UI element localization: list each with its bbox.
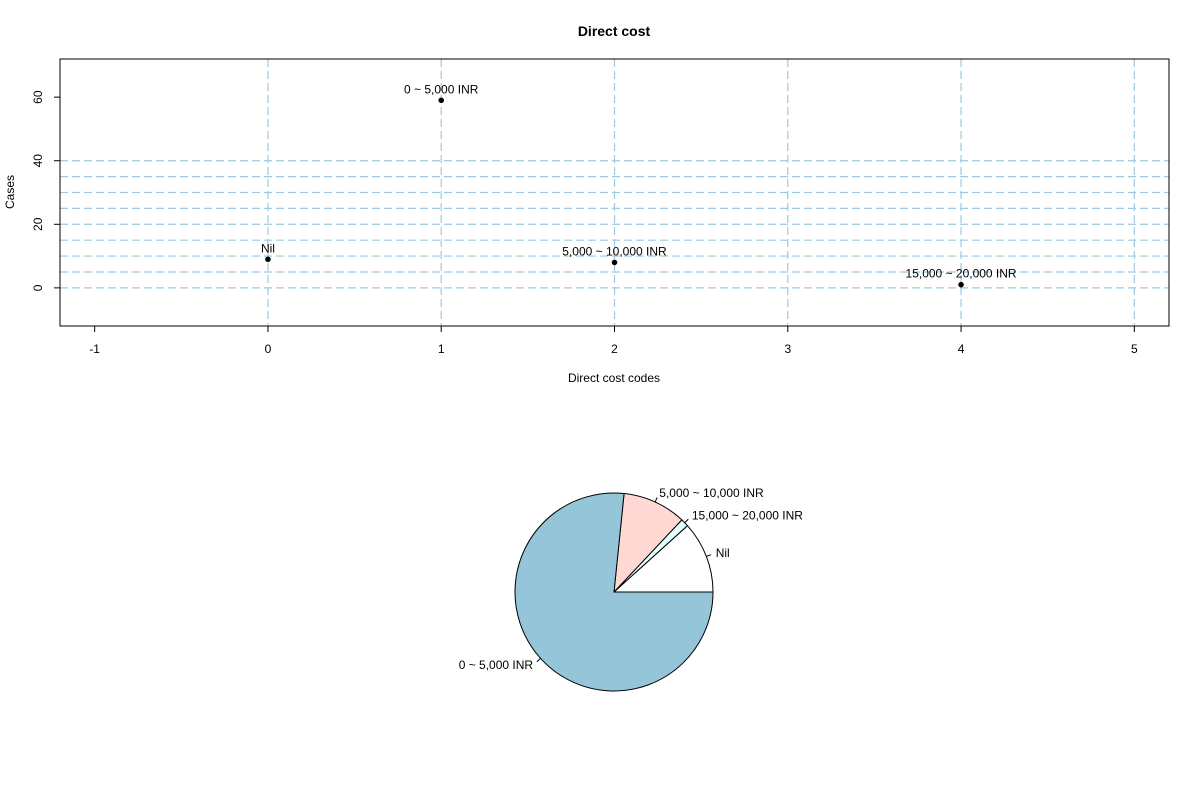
x-tick-label: 3 bbox=[784, 342, 791, 356]
pie-slice-label: 5,000 ~ 10,000 INR bbox=[659, 486, 764, 500]
pie-label-leader bbox=[654, 497, 658, 503]
pie-label-leader bbox=[684, 518, 689, 524]
pie-label-leader bbox=[706, 554, 712, 557]
y-tick-label: 60 bbox=[31, 90, 45, 104]
data-point-label: Nil bbox=[261, 241, 275, 255]
pie-slice-label: Nil bbox=[716, 546, 730, 560]
chart-title: Direct cost bbox=[578, 23, 651, 39]
y-tick-label: 0 bbox=[31, 284, 45, 291]
data-point bbox=[958, 281, 964, 288]
data-points: Nil 0 ~ 5,000 INR 5,000 ~ 10,000 INR 15,000… bbox=[261, 82, 1017, 288]
x-tick-label: 5 bbox=[1131, 342, 1138, 356]
x-tick-label: 4 bbox=[958, 342, 965, 356]
data-point bbox=[611, 259, 618, 266]
pie-slice bbox=[612, 524, 714, 593]
x-tick-label: 0 bbox=[265, 342, 272, 356]
pie-slice-label: 15,000 ~ 20,000 INR bbox=[692, 509, 803, 523]
y-tick-label: 40 bbox=[31, 154, 45, 168]
pie-label-leader bbox=[536, 657, 541, 663]
data-point bbox=[438, 97, 445, 104]
data-point-label: 15,000 ~ 20,000 INR bbox=[906, 267, 1017, 281]
x-axis-label: Direct cost codes bbox=[568, 371, 660, 385]
x-tick-label: 1 bbox=[438, 342, 445, 356]
y-axis: 0 20 40 60 bbox=[31, 90, 60, 291]
x-tick-label: -1 bbox=[89, 342, 100, 356]
x-tick-label: 2 bbox=[611, 342, 618, 356]
pie-slice-label: 0 ~ 5,000 INR bbox=[459, 658, 534, 672]
grid bbox=[60, 59, 1169, 326]
x-axis: -1 0 1 2 3 4 5 bbox=[89, 326, 1138, 356]
y-axis-label: Cases bbox=[3, 175, 17, 209]
pie-chart: Nil 15,000 ~ 20,000 INR 5,000 ~ 10,000 INR… bbox=[459, 486, 803, 692]
data-point bbox=[265, 256, 271, 263]
y-tick-label: 20 bbox=[31, 217, 45, 231]
data-point-label: 0 ~ 5,000 INR bbox=[404, 82, 479, 96]
scatter-chart: Direct cost -1 0 1 2 3 4 5 0 20 40 60 Direct cost… bbox=[3, 23, 1170, 385]
data-point-label: 5,000 ~ 10,000 INR bbox=[562, 244, 667, 258]
